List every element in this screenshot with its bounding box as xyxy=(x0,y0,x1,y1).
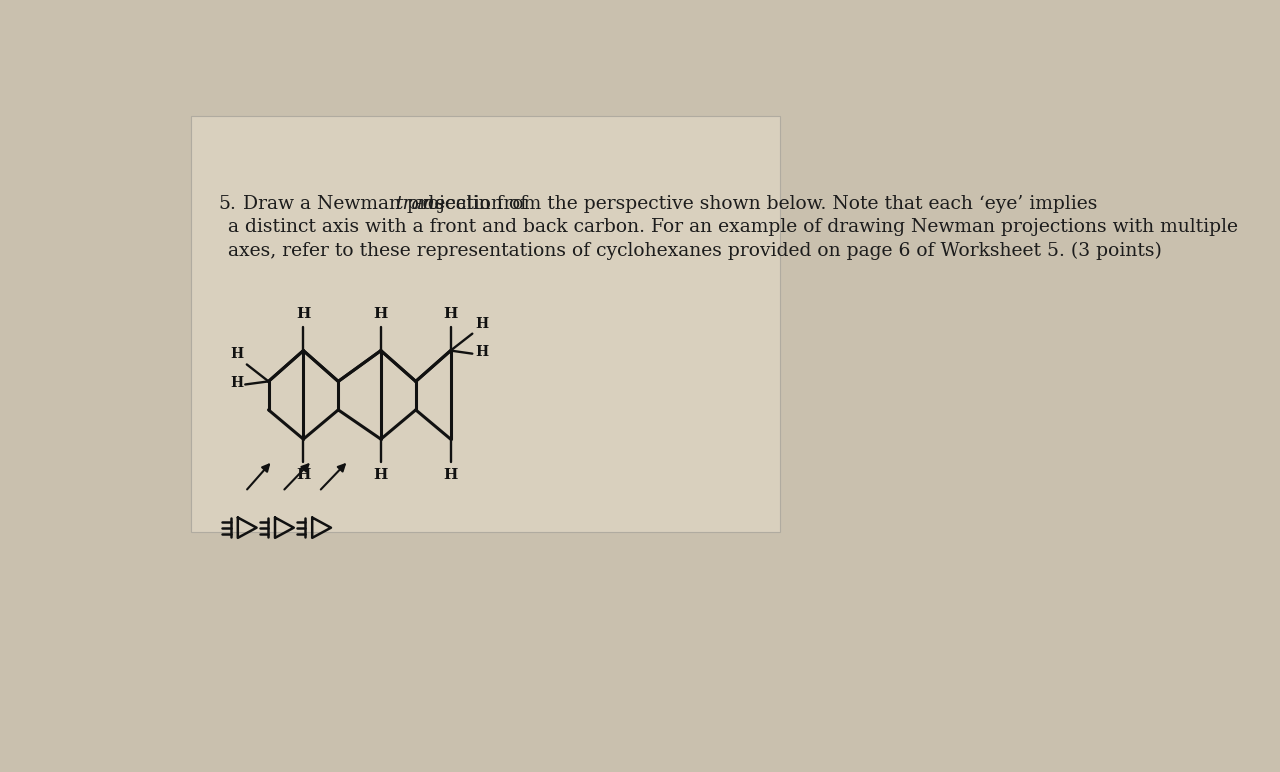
Text: trans: trans xyxy=(396,195,445,213)
Text: 5.: 5. xyxy=(218,195,236,213)
Text: H: H xyxy=(296,307,311,321)
Text: a distinct axis with a front and back carbon. For an example of drawing Newman p: a distinct axis with a front and back ca… xyxy=(228,218,1238,236)
Text: H: H xyxy=(475,317,489,330)
Text: H: H xyxy=(475,345,489,359)
Text: H: H xyxy=(443,307,458,321)
Text: Draw a Newman projection of: Draw a Newman projection of xyxy=(243,195,532,213)
Text: -decalin from the perspective shown below. Note that each ‘eye’ implies: -decalin from the perspective shown belo… xyxy=(416,195,1097,213)
Text: H: H xyxy=(374,307,388,321)
Text: H: H xyxy=(230,376,243,390)
Text: H: H xyxy=(443,469,458,482)
Text: axes, refer to these representations of cyclohexanes provided on page 6 of Works: axes, refer to these representations of … xyxy=(228,241,1162,259)
Text: H: H xyxy=(230,347,243,361)
Bar xyxy=(191,116,780,532)
Text: H: H xyxy=(296,469,311,482)
Text: H: H xyxy=(374,469,388,482)
